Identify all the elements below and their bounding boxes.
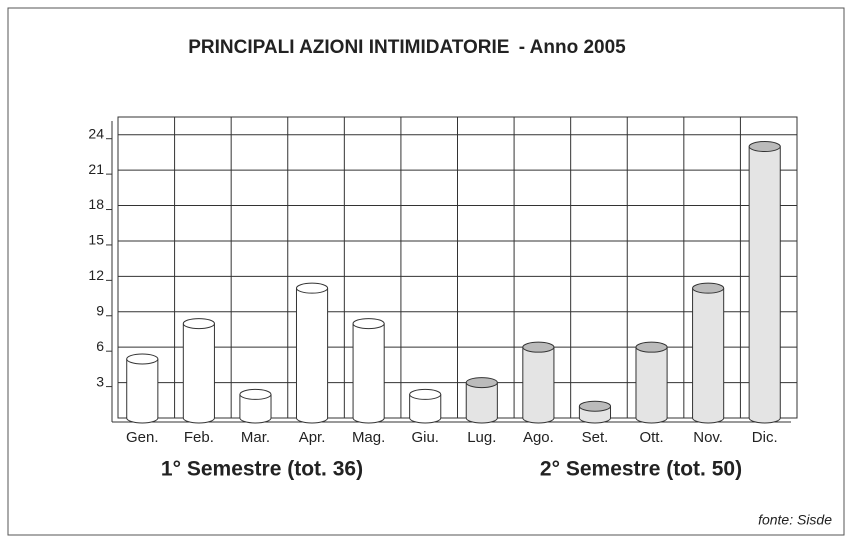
cylinder-top bbox=[465, 377, 498, 389]
chart-subtitle: - Anno 2005 bbox=[519, 37, 626, 58]
y-tick-label: 15 bbox=[88, 232, 104, 248]
x-tick-label: Feb. bbox=[184, 429, 214, 446]
bar bbox=[692, 288, 724, 418]
chart-title: PRINCIPALI AZIONI INTIMIDATORIE bbox=[188, 37, 509, 58]
x-tick-label: Ott. bbox=[639, 429, 663, 446]
chart-title-group: PRINCIPALI AZIONI INTIMIDATORIE - Anno 2… bbox=[188, 37, 626, 58]
source: fonte: Sisde bbox=[758, 512, 832, 528]
x-tick-label: Dic. bbox=[752, 429, 778, 446]
x-tick-label: Lug. bbox=[467, 429, 496, 446]
cylinder-top bbox=[692, 282, 725, 294]
bar bbox=[466, 382, 498, 418]
cylinder-top bbox=[409, 388, 442, 400]
cylinder-top bbox=[748, 141, 781, 153]
x-tick-label: Apr. bbox=[299, 429, 326, 446]
cylinder-top bbox=[295, 282, 329, 294]
bar bbox=[239, 394, 272, 418]
x-tick-label: Gen. bbox=[126, 429, 159, 446]
bar bbox=[353, 323, 385, 418]
x-tick-label: Giu. bbox=[411, 429, 439, 446]
bar bbox=[296, 288, 328, 418]
x-tick-label: Mar. bbox=[241, 429, 270, 446]
cylinder-top bbox=[182, 318, 215, 330]
y-tick-label: 18 bbox=[88, 196, 104, 212]
annotation: 1° Semestre (tot. 36) bbox=[161, 458, 363, 481]
frame bbox=[7, 7, 845, 536]
bar bbox=[522, 347, 554, 418]
cylinder-top bbox=[126, 353, 159, 365]
y-tick-label: 21 bbox=[88, 161, 104, 177]
y-tick-label: 3 bbox=[96, 373, 104, 389]
y-tick-label: 24 bbox=[88, 125, 104, 141]
cylinder-top bbox=[522, 341, 555, 353]
x-tick-label: Nov. bbox=[693, 429, 723, 446]
bar bbox=[126, 358, 158, 418]
x-tick-label: Mag. bbox=[352, 429, 385, 446]
cylinder-top bbox=[352, 318, 385, 330]
bar bbox=[409, 394, 441, 418]
y-tick-label: 6 bbox=[96, 338, 104, 354]
bar bbox=[183, 323, 215, 418]
cylinder-top bbox=[578, 400, 612, 412]
cylinder-top bbox=[635, 341, 668, 353]
bar bbox=[635, 347, 668, 418]
x-tick-label: Ago. bbox=[523, 429, 554, 446]
x-tick-label: Set. bbox=[582, 429, 609, 446]
bar bbox=[579, 406, 611, 418]
cylinder-top bbox=[239, 388, 272, 400]
bar bbox=[749, 146, 781, 418]
annotation: 2° Semestre (tot. 50) bbox=[540, 458, 742, 481]
y-tick-label: 12 bbox=[88, 267, 104, 283]
y-tick-label: 9 bbox=[96, 302, 104, 318]
